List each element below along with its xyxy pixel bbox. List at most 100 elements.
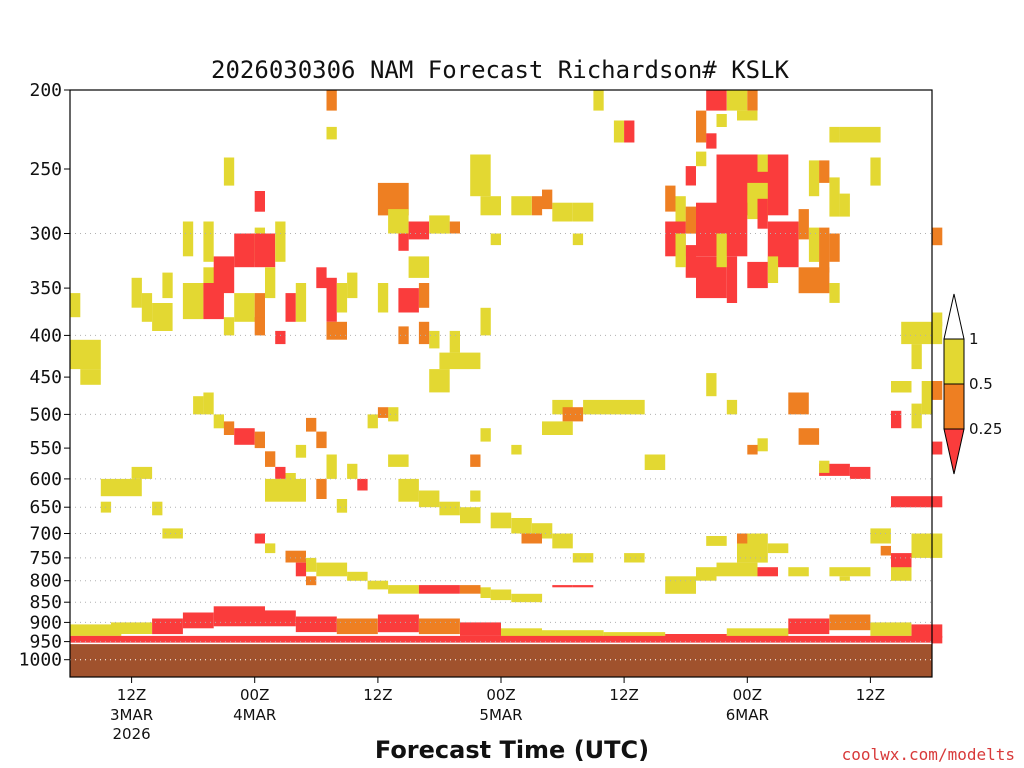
y-tick-label: 550 — [29, 438, 62, 459]
heatmap-cell — [829, 283, 840, 303]
heatmap-cell — [490, 589, 512, 601]
heatmap-cell — [234, 428, 255, 445]
heatmap-cell — [552, 202, 573, 222]
heatmap-cell — [326, 321, 347, 340]
heatmap-cell — [829, 126, 840, 143]
heatmap-cell — [706, 133, 717, 149]
heatmap-cell — [162, 272, 173, 299]
heatmap-cell — [788, 618, 830, 635]
heatmap-cell — [265, 610, 296, 627]
heatmap-cell — [326, 454, 337, 479]
legend-arrow-top — [943, 293, 965, 340]
heatmap-cell — [377, 283, 389, 313]
plot-area — [70, 90, 932, 677]
heatmap-cell — [808, 160, 820, 197]
heatmap-cell — [439, 501, 460, 516]
chart-title: 2026030306 NAM Forecast Richardson# KSLK — [211, 56, 790, 84]
y-tick-label: 350 — [29, 278, 62, 299]
heatmap-cell — [911, 533, 943, 558]
heatmap-cell — [829, 233, 840, 262]
heatmap-cell — [870, 157, 881, 186]
heatmap-cell — [757, 198, 768, 229]
heatmap-cell — [562, 407, 584, 422]
heatmap-cell — [439, 352, 481, 370]
heatmap-cell — [377, 614, 419, 633]
cells-layer — [70, 90, 943, 677]
heatmap-cell — [696, 567, 717, 581]
heatmap-cell — [265, 451, 276, 467]
heatmap-cell — [501, 628, 542, 638]
heatmap-cell — [234, 233, 255, 268]
heatmap-cell — [716, 233, 727, 268]
credit-text: coolwx.com/modelts — [842, 745, 1015, 764]
heatmap-cell — [418, 321, 430, 345]
heatmap-cell — [932, 227, 943, 246]
heatmap-cell — [70, 624, 122, 636]
y-tick-label: 750 — [29, 548, 62, 569]
surface-band — [70, 643, 932, 677]
heatmap-cell — [911, 344, 922, 370]
heatmap-cell — [254, 293, 265, 322]
heatmap-cell — [254, 233, 276, 268]
heatmap-cell — [326, 126, 337, 140]
heatmap-cell — [829, 614, 871, 631]
heatmap-cell — [316, 562, 348, 577]
heatmap-cell — [747, 444, 758, 455]
heatmap-cell — [347, 571, 368, 581]
heatmap-cell — [552, 533, 573, 549]
heatmap-cell — [490, 512, 512, 529]
heatmap-cell — [891, 381, 912, 393]
legend-level-label: 0.25 — [969, 420, 1002, 438]
heatmap-cell — [511, 518, 532, 534]
heatmap-cell — [213, 606, 265, 627]
heatmap-cell — [685, 206, 696, 234]
heatmap-cell — [757, 567, 778, 577]
heatmap-cell — [152, 303, 173, 331]
heatmap-cell — [726, 90, 748, 111]
y-tick-label: 400 — [29, 325, 62, 346]
heatmap-cell — [880, 545, 891, 556]
heatmap-cell — [141, 293, 153, 322]
heatmap-cell — [531, 196, 543, 216]
heatmap-cell — [429, 330, 440, 349]
heatmap-cell — [593, 90, 604, 111]
heatmap-cell — [306, 417, 317, 432]
heatmap-cell — [542, 189, 553, 210]
heatmap-cell — [213, 414, 224, 429]
heatmap-cell — [757, 154, 768, 172]
heatmap-cell — [737, 110, 758, 121]
heatmap-cell — [696, 110, 707, 143]
heatmap-cell — [265, 267, 276, 299]
heatmap-cell — [388, 585, 419, 594]
heatmap-cell — [408, 256, 430, 278]
heatmap-cell — [418, 618, 460, 635]
heatmap-cell — [398, 326, 409, 345]
heatmap-cell — [347, 272, 358, 299]
heatmap-cell — [275, 221, 286, 262]
heatmap-cell — [798, 428, 820, 445]
heatmap-cell — [449, 330, 460, 353]
x-tick-label: 12Z — [609, 686, 638, 704]
heatmap-cell — [418, 585, 460, 594]
heatmap-cell — [767, 256, 779, 283]
heatmap-cell — [747, 90, 758, 111]
heatmap-cell — [572, 553, 594, 563]
y-tick-label: 600 — [29, 469, 62, 490]
y-axis: 200 250 300 350 400 450 500 550 600 650 700 7508008… — [19, 80, 70, 671]
heatmap-cell — [480, 428, 491, 442]
heatmap-cell — [367, 414, 378, 429]
heatmap-cell — [891, 410, 902, 429]
heatmap-cell — [460, 585, 481, 594]
heatmap-cell — [911, 624, 943, 638]
heatmap-cell — [182, 221, 194, 257]
heatmap-cell — [336, 499, 348, 513]
heatmap-cell — [726, 628, 789, 640]
heatmap-cell — [367, 580, 389, 590]
heatmap-cell — [675, 233, 686, 268]
heatmap-cell — [511, 196, 532, 216]
heatmap-cell — [254, 191, 265, 212]
heatmap-cell — [788, 392, 809, 415]
heatmap-cell — [849, 466, 871, 479]
heatmap-cell — [511, 444, 522, 455]
legend-level-label: 0.5 — [969, 375, 993, 393]
